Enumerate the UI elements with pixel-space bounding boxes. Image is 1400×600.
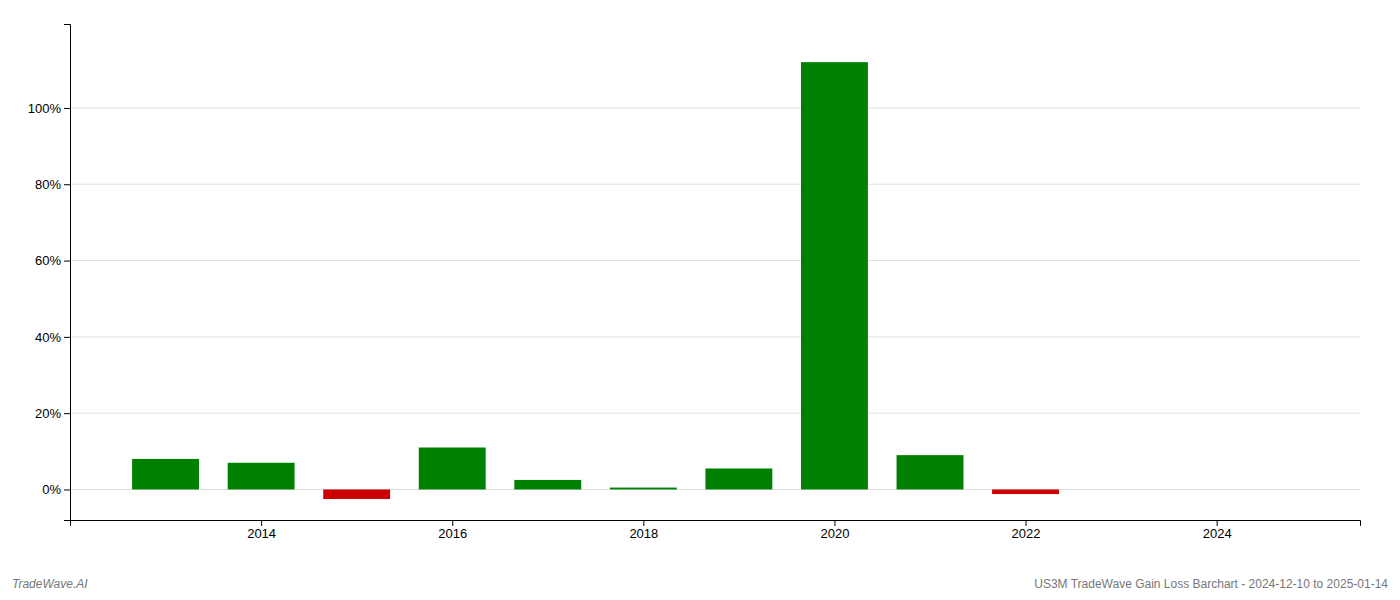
y-tick-label: 80%: [35, 177, 61, 192]
y-tick-label: 40%: [35, 330, 61, 345]
x-tick-label: 2020: [820, 526, 849, 541]
grid-line: [70, 260, 1360, 261]
y-axis: 0% 20% 40% 60% 80% 100%: [28, 25, 71, 521]
bar: [705, 468, 772, 489]
x-tick: 2018: [629, 520, 658, 541]
y-tick-mark: [64, 489, 70, 490]
x-tick-mark: [834, 520, 835, 526]
plot: 0%20%40%60%80%100%2014201620182020202220…: [28, 25, 1361, 542]
y-tick-label: 20%: [35, 406, 61, 421]
y-tick-mark: [64, 184, 70, 185]
y-tick: 100%: [28, 101, 70, 116]
x-tick-mark: [1026, 520, 1027, 526]
bar: [992, 489, 1059, 494]
x-tick: 2024: [1203, 520, 1232, 541]
x-tick-label: 2014: [247, 526, 276, 541]
footer-right: US3M TradeWave Gain Loss Barchart - 2024…: [1034, 577, 1388, 591]
x-tick-label: 2022: [1012, 526, 1041, 541]
y-axis-line: [64, 25, 71, 521]
x-tick-mark: [643, 520, 644, 526]
grid-line: [70, 413, 1360, 414]
grid: [70, 108, 1360, 490]
x-axis: 2014 2016 2018 2020 2022 2024: [71, 520, 1361, 541]
y-tick: 60%: [35, 253, 70, 268]
grid-line: [70, 336, 1360, 337]
bar: [801, 62, 868, 489]
grid-line: [70, 184, 1360, 185]
x-tick-mark: [261, 520, 262, 526]
bar: [419, 448, 486, 490]
y-tick-mark: [64, 337, 70, 338]
y-tick: 80%: [35, 177, 70, 192]
x-tick-label: 2018: [629, 526, 658, 541]
bar: [514, 480, 581, 490]
y-tick: 40%: [35, 330, 70, 345]
grid-line: [70, 107, 1360, 108]
x-axis-line: [71, 521, 1361, 527]
bar: [132, 459, 199, 490]
y-tick-label: 100%: [28, 101, 62, 116]
bar: [228, 463, 295, 490]
bar: [897, 455, 964, 489]
y-tick-mark: [64, 108, 70, 109]
x-tick-mark: [452, 520, 453, 526]
y-tick-label: 60%: [35, 253, 61, 268]
chart: 0%20%40%60%80%100%2014201620182020202220…: [0, 0, 1400, 600]
y-tick-label: 0%: [42, 482, 61, 497]
x-tick-label: 2016: [438, 526, 467, 541]
y-tick-mark: [64, 413, 70, 414]
x-tick: 2022: [1012, 520, 1041, 541]
x-tick: 2020: [820, 520, 849, 541]
bar: [323, 489, 390, 499]
bar: [1088, 489, 1155, 490]
bar: [610, 488, 677, 490]
x-tick-label: 2024: [1203, 526, 1232, 541]
footer-left: TradeWave.AI: [12, 577, 88, 591]
x-tick-mark: [1217, 520, 1218, 526]
y-tick-mark: [64, 261, 70, 262]
x-tick: 2016: [438, 520, 467, 541]
x-tick: 2014: [247, 520, 276, 541]
y-tick: 0%: [42, 482, 70, 497]
bars: [132, 62, 1059, 499]
y-tick: 20%: [35, 406, 70, 421]
